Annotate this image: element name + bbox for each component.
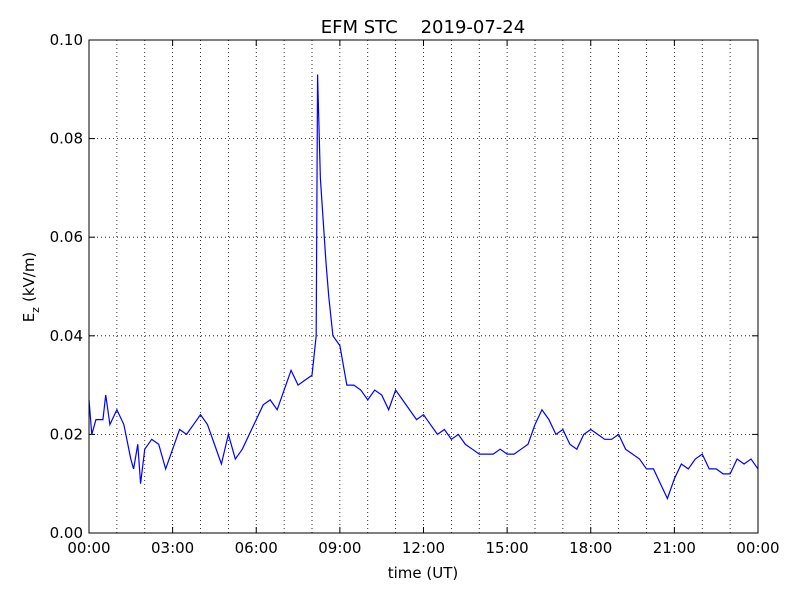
- chart-title: EFM STC 2019-07-24: [321, 17, 525, 38]
- data-line: [88, 74, 759, 501]
- y-label-main: E: [20, 313, 38, 322]
- y-label-sub: z: [29, 307, 42, 313]
- x-tick-label: 12:00: [402, 539, 445, 557]
- x-tick-label: 06:00: [235, 539, 278, 557]
- y-tick-label: 0.02: [50, 425, 83, 443]
- y-axis-label: Ez (kV/m): [20, 252, 42, 323]
- x-tick-label: 03:00: [151, 539, 194, 557]
- x-tick-label: 00:00: [67, 539, 110, 557]
- x-tick-label: 00:00: [736, 539, 779, 557]
- x-tick-label: 18:00: [569, 539, 612, 557]
- x-tick-label: 15:00: [486, 539, 529, 557]
- y-tick-label: 0.00: [50, 524, 83, 542]
- y-tick-label: 0.08: [50, 130, 83, 148]
- x-tick-label: 09:00: [318, 539, 361, 557]
- plot-frame: [88, 39, 759, 534]
- x-axis-label: time (UT): [388, 564, 459, 582]
- y-tick-label: 0.10: [50, 31, 83, 49]
- y-tick-label: 0.04: [50, 327, 83, 345]
- y-label-unit: (kV/m): [20, 252, 38, 302]
- x-tick-label: 21:00: [653, 539, 696, 557]
- y-tick-label: 0.06: [50, 228, 83, 246]
